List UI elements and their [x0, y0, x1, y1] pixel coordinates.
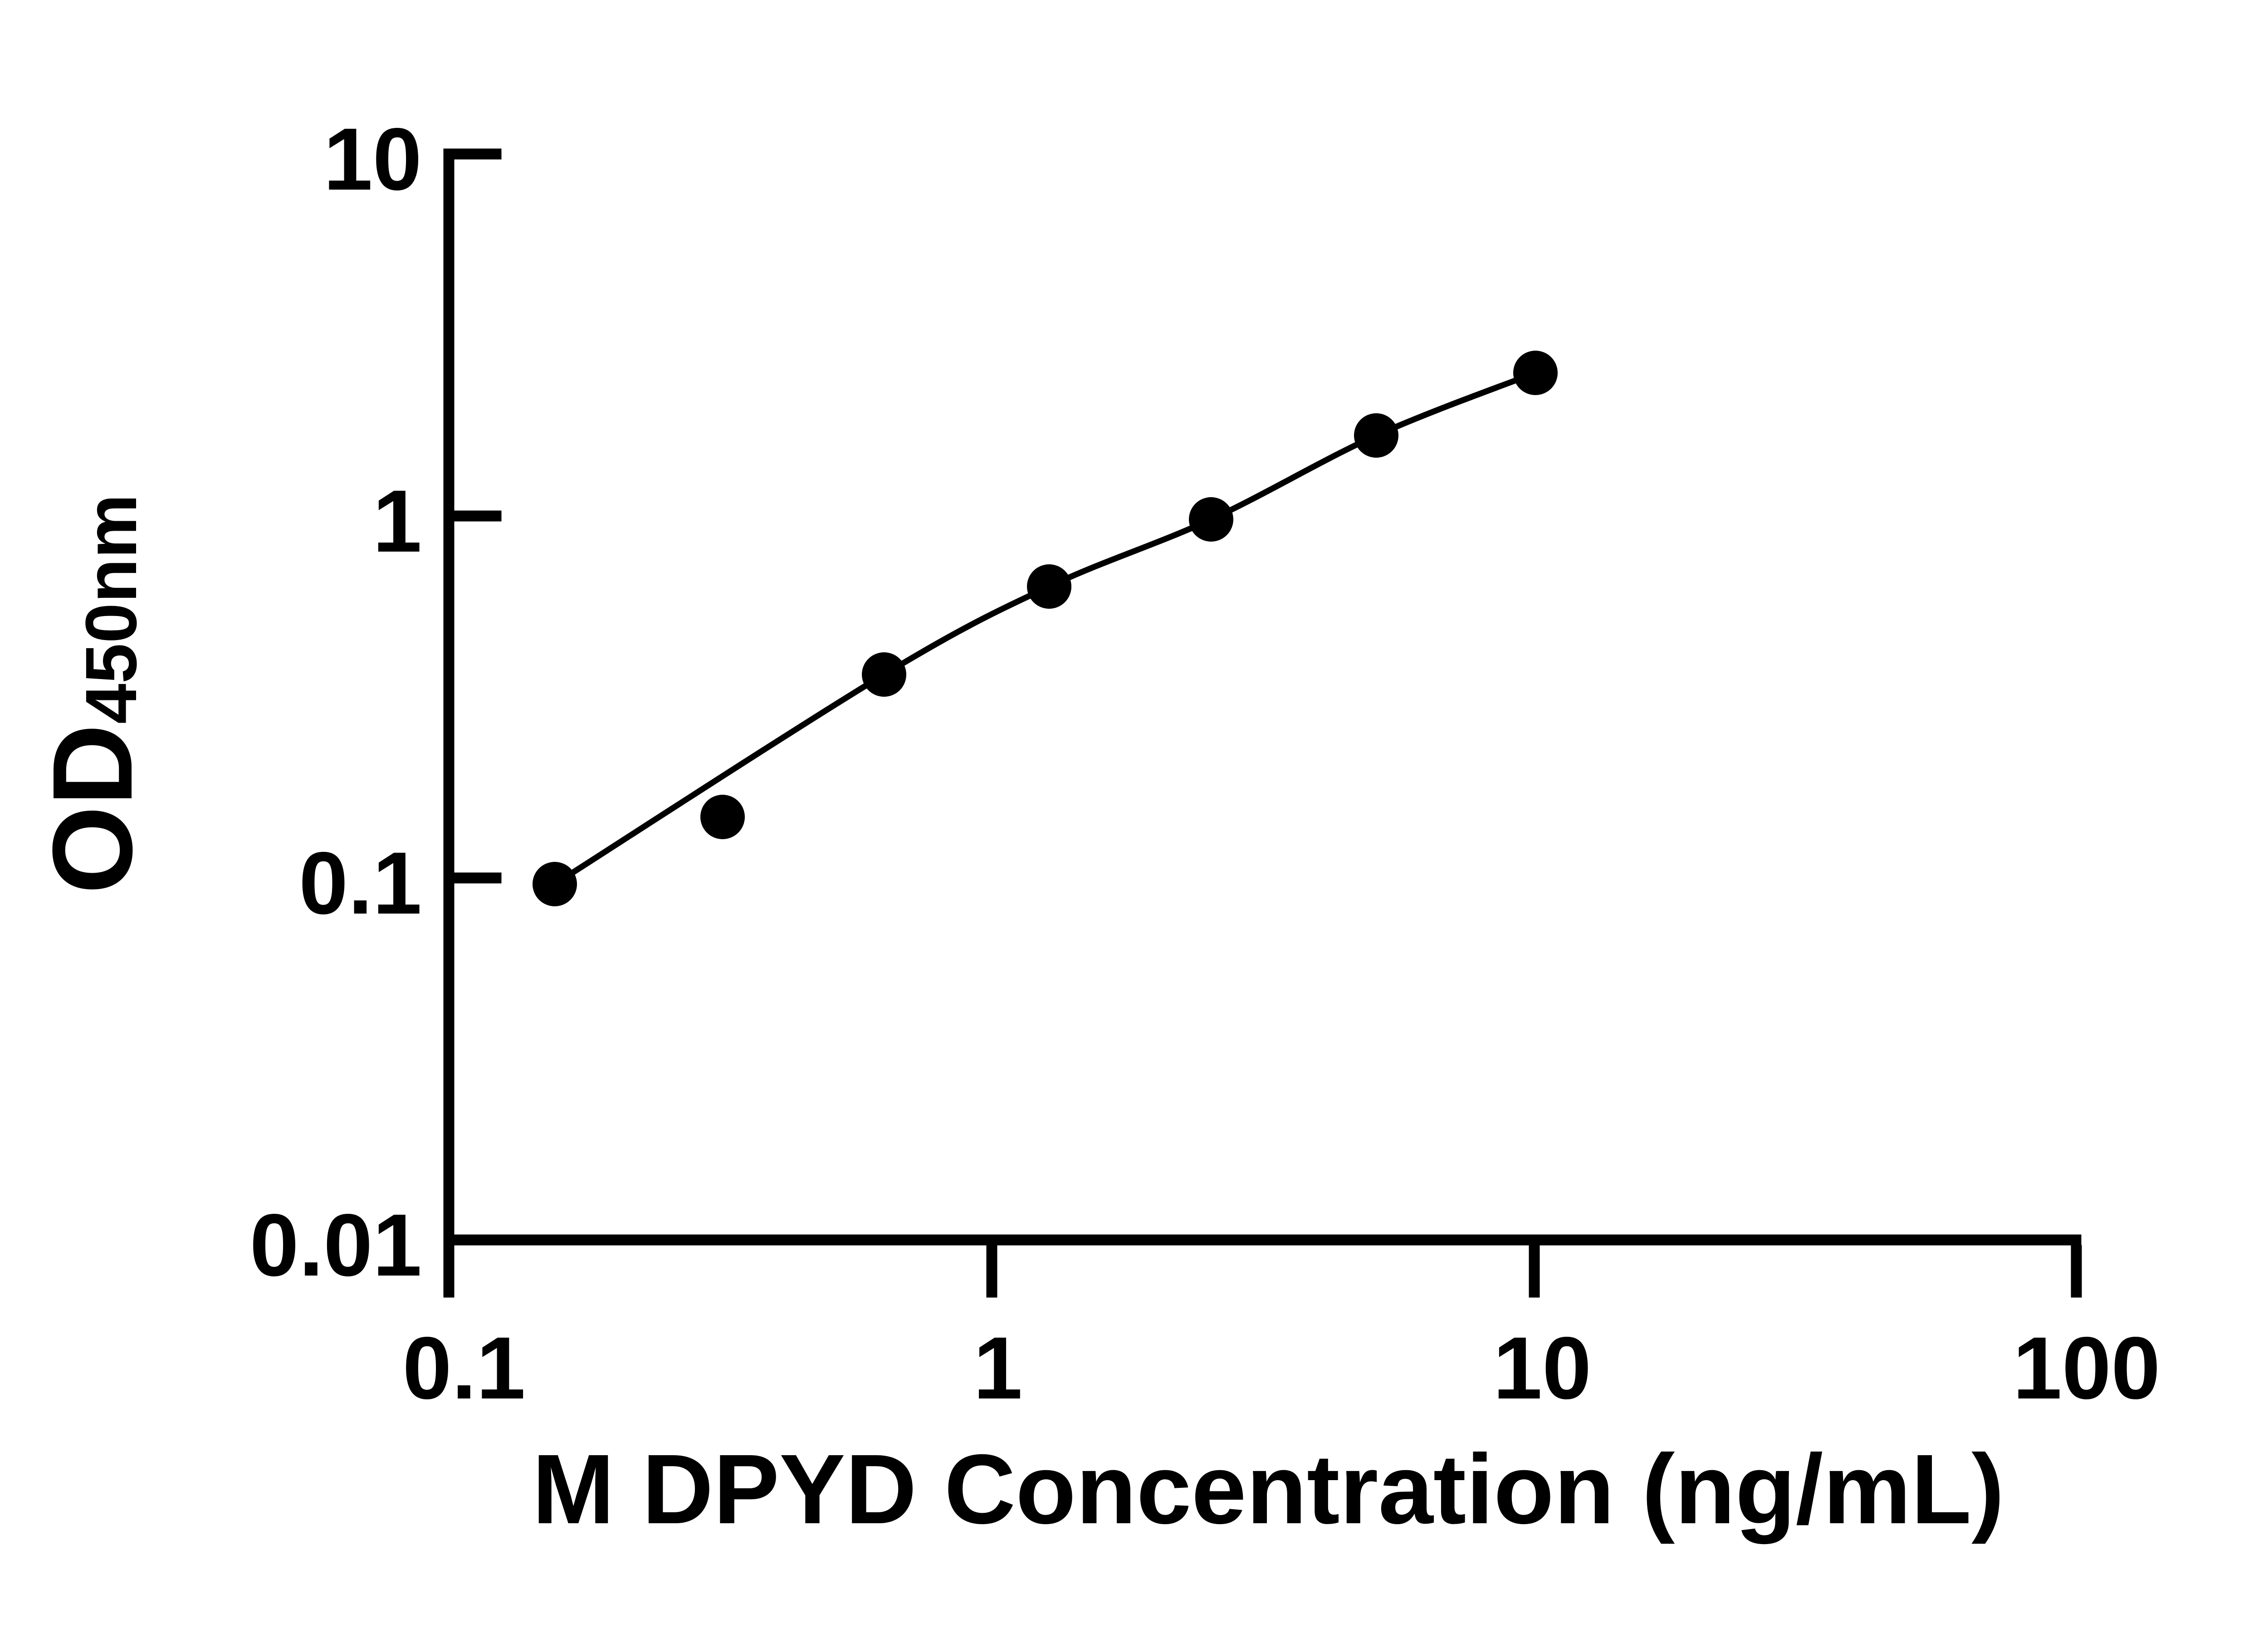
- svg-text:M DPYD Concentration (ng/mL): M DPYD Concentration (ng/mL): [532, 1434, 2004, 1545]
- svg-text:10: 10: [323, 110, 422, 209]
- svg-text:1: 1: [973, 1319, 1022, 1418]
- svg-text:100: 100: [2013, 1319, 2160, 1418]
- svg-text:10: 10: [1493, 1319, 1592, 1418]
- svg-text:0.1: 0.1: [402, 1319, 525, 1418]
- svg-text:1: 1: [373, 472, 422, 571]
- svg-text:0.1: 0.1: [299, 834, 422, 933]
- svg-text:0.01: 0.01: [249, 1196, 422, 1295]
